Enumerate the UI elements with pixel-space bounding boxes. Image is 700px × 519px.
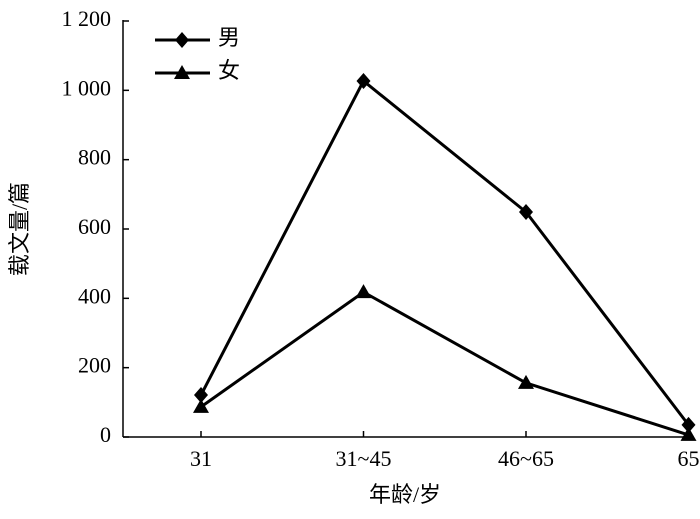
x-tick-label: 31~45	[336, 446, 392, 471]
legend-marker	[174, 65, 190, 79]
y-tick-label: 0	[100, 422, 111, 447]
y-axis-label: 载文量/篇	[7, 182, 32, 276]
data-point	[356, 72, 371, 89]
x-tick-label: 31	[190, 446, 212, 471]
data-point	[680, 426, 697, 441]
data-point	[519, 204, 533, 221]
x-axis-label: 年龄/岁	[369, 482, 441, 507]
legend-label: 男	[218, 25, 240, 50]
series-line	[199, 78, 690, 426]
data-point	[518, 374, 534, 389]
y-tick-label: 1 200	[62, 6, 112, 31]
series-line	[200, 290, 689, 437]
data-point	[193, 398, 209, 413]
legend-marker	[175, 32, 189, 48]
data-point	[194, 387, 208, 404]
y-tick-label: 1 000	[62, 75, 112, 100]
x-tick-label: 65	[678, 446, 700, 471]
legend-label: 女	[218, 58, 240, 83]
x-tick-label: 46~65	[498, 446, 554, 471]
y-tick-label: 200	[78, 353, 111, 378]
data-point	[355, 284, 372, 299]
y-tick-label: 400	[78, 283, 111, 308]
data-point	[681, 416, 696, 433]
y-tick-label: 800	[78, 145, 111, 170]
y-tick-label: 600	[78, 214, 111, 239]
